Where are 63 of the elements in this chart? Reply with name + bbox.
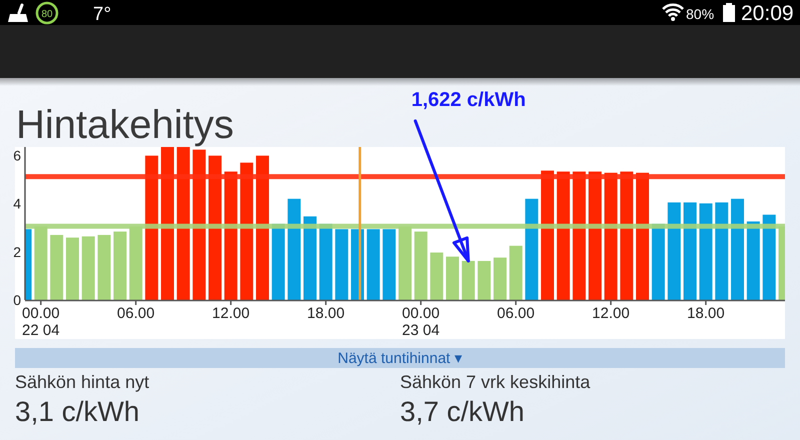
bar [176,147,190,300]
bar [224,172,238,300]
x-tick-label: 06.00 [497,305,535,322]
x-tick-label: 00.00 23 04 [402,305,440,339]
bar [636,172,649,300]
x-tick-label: 18.00 [307,305,345,322]
bar [541,170,554,300]
y-tick-label: 2 [13,244,22,260]
text: 3,7 c/kWh [400,396,524,427]
text: Sähkön 7 vrk keskihinta [400,372,592,392]
bar [50,234,64,300]
text: 3,1 c/kWh [15,396,140,427]
text: Näytä tuntihinnat ▾ [338,350,462,367]
bar [114,232,126,300]
bar [145,156,158,300]
bar [382,229,396,300]
x-tick-label: 18.00 [687,305,725,322]
bar [684,202,696,300]
text: Sähkön hinta nyt [15,372,150,392]
bar [414,232,428,300]
x-tick-label: 12.00 [212,305,250,322]
bar [366,229,380,300]
bar [509,246,522,300]
bar [525,198,538,300]
chart-title: Hintakehitys [16,103,234,147]
y-tick-label: 4 [13,196,22,212]
annotation: 1,622 c/kWh [411,88,526,111]
text: 80% [686,6,714,22]
bar [731,198,744,300]
bar [98,234,111,300]
bar [240,162,254,300]
y-tick-label: 6 [13,147,22,164]
x-tick-label: 00.00 22 04 [22,305,60,339]
x-tick-label: 12.00 [592,305,630,322]
bar [762,214,776,300]
bar [588,172,602,300]
bar [288,198,301,300]
bar [556,172,570,300]
bar [699,203,712,300]
bar [746,221,760,300]
bar [494,258,506,300]
bar [256,156,269,300]
bar [668,202,681,300]
bar [335,229,348,300]
bar [66,238,79,300]
bar [304,216,316,300]
bar [430,252,444,300]
x-tick-label: 06.00 [117,305,155,322]
bar [208,156,222,300]
text: 7° [93,4,112,25]
bar [715,202,728,300]
bar [82,236,95,300]
text: 80 [41,9,53,20]
bar [446,256,459,300]
bar [462,260,475,300]
bar [192,150,206,300]
bar [604,172,618,300]
y-tick-label: 0 [13,292,22,308]
bar [161,147,174,300]
text: 20:09 [741,2,794,25]
bar [572,172,586,300]
bar [620,172,634,300]
bar [478,260,491,300]
